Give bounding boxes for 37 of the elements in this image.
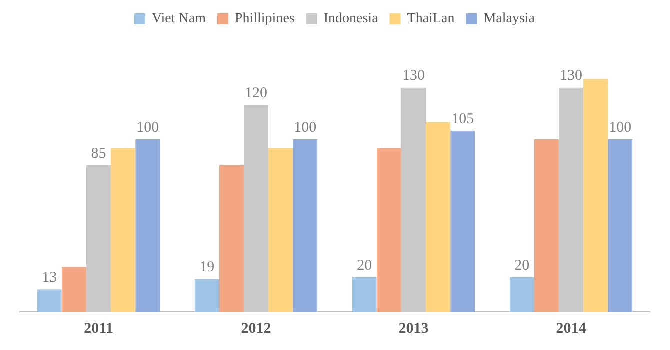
data-label: 85 xyxy=(91,146,106,162)
x-tick-label: 2011 xyxy=(84,320,114,337)
bar xyxy=(293,140,318,312)
data-label: 100 xyxy=(609,120,632,136)
data-label: 130 xyxy=(560,68,582,84)
legend-label: Viet Nam xyxy=(152,12,206,27)
bar xyxy=(268,148,294,312)
data-label: 100 xyxy=(136,120,160,136)
legend-label: Indonesia xyxy=(324,12,380,27)
bar xyxy=(450,130,476,312)
bar xyxy=(62,267,86,312)
x-tick-label: 2013 xyxy=(398,320,429,337)
data-label: 100 xyxy=(294,120,317,136)
data-label: 120 xyxy=(245,85,268,102)
data-label: 13 xyxy=(42,270,58,286)
bar xyxy=(510,278,534,312)
legend-label: ThaiLan xyxy=(407,12,455,27)
legend-label: Malaysia xyxy=(484,12,536,27)
bar xyxy=(534,140,559,312)
bar xyxy=(37,290,62,312)
data-label: 20 xyxy=(514,258,530,274)
bar xyxy=(352,278,377,312)
bar xyxy=(584,79,608,312)
data-label: 130 xyxy=(402,68,425,84)
x-tick-label: 2014 xyxy=(556,320,587,337)
bar xyxy=(608,140,633,312)
x-tick-label: 2012 xyxy=(241,320,272,337)
data-label: 105 xyxy=(452,111,474,128)
legend-label: Phillipines xyxy=(234,12,295,27)
bar xyxy=(111,148,136,312)
bar xyxy=(376,148,402,312)
data-label: 20 xyxy=(357,258,372,274)
bar xyxy=(426,122,451,312)
data-label: 19 xyxy=(200,260,215,276)
bar xyxy=(219,165,244,312)
bar xyxy=(194,279,220,312)
bar xyxy=(136,140,160,312)
